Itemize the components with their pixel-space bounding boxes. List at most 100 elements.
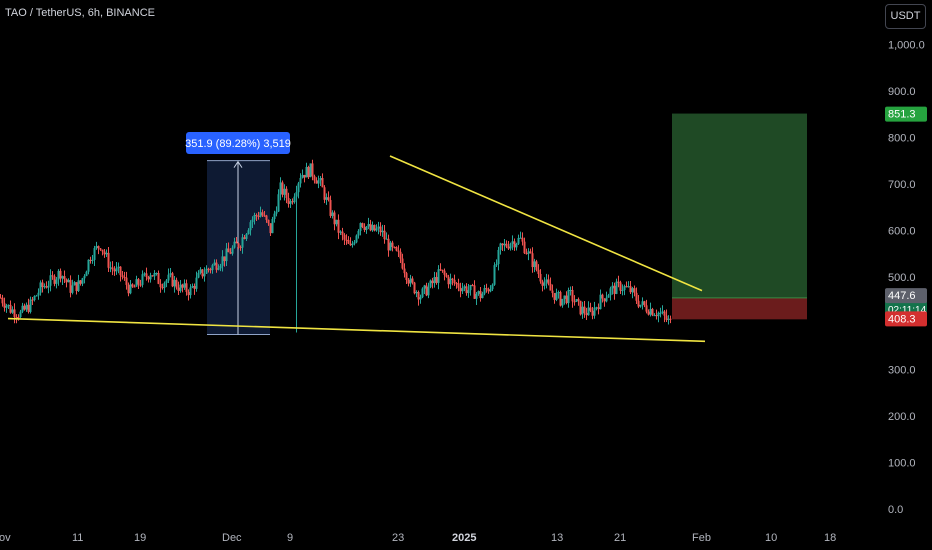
candle-body (125, 277, 128, 285)
candle-body (617, 281, 620, 283)
candle-body (557, 292, 560, 294)
candle-body (249, 222, 252, 231)
candle-body (29, 299, 32, 312)
candle-body (139, 284, 142, 286)
candle-body (167, 274, 170, 281)
candle-body (523, 241, 526, 254)
candle-body (317, 180, 320, 184)
candle-body (417, 292, 420, 300)
candle-body (499, 243, 502, 250)
candle-body (31, 299, 34, 301)
candle-body (479, 291, 482, 299)
candle-body (23, 305, 26, 310)
candle-body (231, 247, 234, 254)
x-tick-label: 11 (72, 532, 83, 544)
candle-body (131, 284, 134, 287)
candle-body (195, 277, 198, 289)
candle-body (441, 269, 444, 271)
candle-body (373, 224, 376, 231)
candle-body (591, 310, 594, 316)
candle-body (305, 166, 308, 178)
candle-body (159, 283, 162, 288)
candle-body (397, 250, 400, 252)
candle-body (445, 274, 448, 277)
candle-body (419, 297, 422, 300)
candle-body (35, 295, 38, 297)
candle-body (149, 275, 152, 280)
position-zones (672, 113, 807, 320)
candle-body (665, 315, 668, 320)
candle-body (143, 273, 146, 275)
candle-body (247, 230, 250, 235)
candle-body (223, 256, 226, 262)
candle-body (65, 279, 68, 283)
candle-body (41, 282, 44, 288)
candle-body (59, 270, 62, 279)
candle-body (655, 315, 658, 317)
candle-body (553, 293, 556, 300)
candle-body (219, 265, 222, 269)
stop-price-tag-box (885, 311, 927, 327)
candle-body (205, 268, 208, 274)
candle-body (611, 285, 614, 289)
candle-body (481, 293, 484, 299)
candle-body (667, 318, 670, 320)
candle-body (79, 280, 82, 284)
candle-body (229, 252, 232, 254)
candle-body (53, 276, 56, 284)
candle-body (279, 182, 282, 195)
candle-body (631, 288, 634, 293)
candle-body (241, 237, 244, 248)
upper-trendline[interactable] (389, 155, 703, 292)
candle-body (563, 295, 566, 299)
candle-body (243, 237, 246, 239)
candle-body (541, 281, 544, 286)
candle-body (613, 285, 616, 294)
candle-body (537, 269, 540, 275)
candle-body (635, 292, 638, 301)
candle-body (309, 163, 312, 178)
candle-body (475, 293, 478, 299)
candle-body (117, 266, 120, 268)
candle-body (307, 166, 310, 178)
candle-body (95, 246, 98, 249)
candle-body (381, 230, 384, 233)
candle-body (269, 223, 272, 234)
price-axis[interactable]: 1,000.0 900.0 800.0 700.0 600.0 500.0 300.0 200… (888, 40, 925, 517)
candle-body (661, 311, 664, 313)
candle-body (157, 273, 160, 284)
candle-body (151, 275, 154, 277)
lower-trendline[interactable] (7, 317, 706, 343)
time-axis[interactable]: ov 11 19 Dec 9 23 2025 13 21 Feb 10 18 (0, 532, 836, 544)
candle-body (619, 282, 622, 291)
candle-body (99, 248, 102, 250)
currency-button[interactable]: USDT (885, 4, 926, 29)
candle-body (265, 215, 268, 220)
candle-body (257, 215, 260, 217)
x-tick-label: ov (0, 532, 11, 544)
candle-body (61, 276, 64, 279)
candle-body (645, 305, 648, 312)
candle-body (597, 307, 600, 310)
candle-body (171, 273, 174, 287)
candle-body (19, 311, 22, 318)
candle-body (105, 252, 108, 255)
candle-body (327, 197, 330, 201)
candle-body (643, 301, 646, 306)
measure-label: 351.9 (89.28%) 3,519 (185, 138, 291, 150)
candle-body (137, 279, 140, 285)
candle-body (237, 243, 240, 248)
candle-body (113, 269, 116, 272)
candle-body (531, 253, 534, 268)
candle-body (49, 275, 52, 286)
candle-body (297, 183, 300, 193)
candle-body (351, 243, 354, 246)
candle-body (315, 180, 318, 184)
candle-body (447, 276, 450, 285)
candle-body (177, 287, 180, 291)
candle-body (5, 305, 8, 308)
candle-body (467, 290, 470, 294)
x-tick-label: 19 (134, 532, 146, 544)
